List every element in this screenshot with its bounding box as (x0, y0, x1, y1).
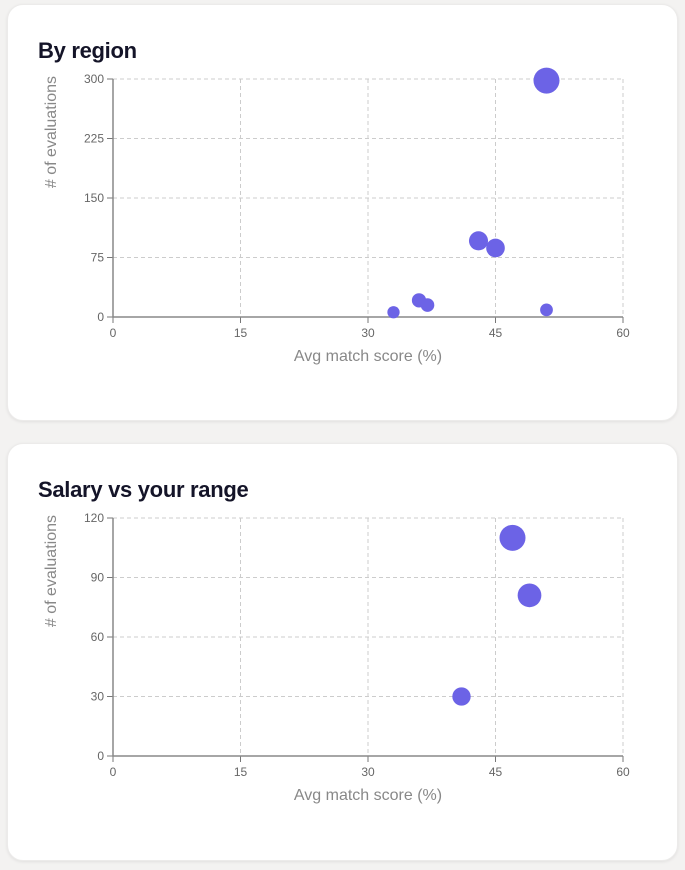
y-tick-label: 30 (91, 690, 105, 704)
chart-title: Salary vs your range (38, 477, 249, 502)
data-point (420, 298, 435, 312)
x-tick-label: 45 (489, 765, 503, 779)
y-tick-label: 60 (91, 630, 105, 644)
y-tick-label: 0 (97, 749, 104, 763)
y-axis-label: # of evaluations (43, 515, 60, 627)
x-tick-label: 0 (110, 765, 117, 779)
data-point (452, 687, 471, 706)
salary-card: Salary vs your range 0 15 30 45 60 0 30 60 90 120… (7, 443, 678, 861)
x-tick-label: 30 (361, 765, 375, 779)
x-tick-label: 15 (234, 765, 248, 779)
salary-scatter-chart: 0 15 30 45 60 0 30 60 90 120 Avg match score (%) # … (43, 511, 630, 804)
y-tick-label: 120 (84, 511, 104, 525)
data-point (486, 238, 505, 258)
x-tick-label: 30 (361, 326, 375, 340)
y-tick-label: 150 (84, 191, 104, 205)
chart-title: By region (38, 38, 137, 63)
x-axis-label: Avg match score (%) (294, 787, 442, 804)
by-region-scatter-chart: 0 15 30 45 60 0 75 150 225 300 Avg match score (%)… (43, 67, 630, 365)
x-tick-label: 15 (234, 326, 248, 340)
y-tick-label: 300 (84, 72, 104, 86)
x-tick-label: 45 (489, 326, 503, 340)
data-point (499, 524, 526, 551)
data-point (468, 231, 489, 251)
y-axis-label: # of evaluations (43, 76, 60, 188)
y-tick-label: 225 (84, 132, 104, 146)
y-tick-label: 90 (91, 571, 105, 585)
data-point (540, 303, 553, 317)
x-tick-label: 60 (616, 765, 630, 779)
x-tick-label: 0 (110, 326, 117, 340)
y-tick-label: 0 (97, 310, 104, 324)
by-region-card: By region 0 15 30 45 60 0 75 150 225 300 Avg match… (7, 4, 678, 421)
data-point (517, 583, 542, 608)
data-point (533, 67, 560, 94)
y-tick-label: 75 (91, 251, 105, 265)
x-axis-label: Avg match score (%) (294, 348, 442, 365)
x-tick-label: 60 (616, 326, 630, 340)
data-point (387, 306, 400, 319)
